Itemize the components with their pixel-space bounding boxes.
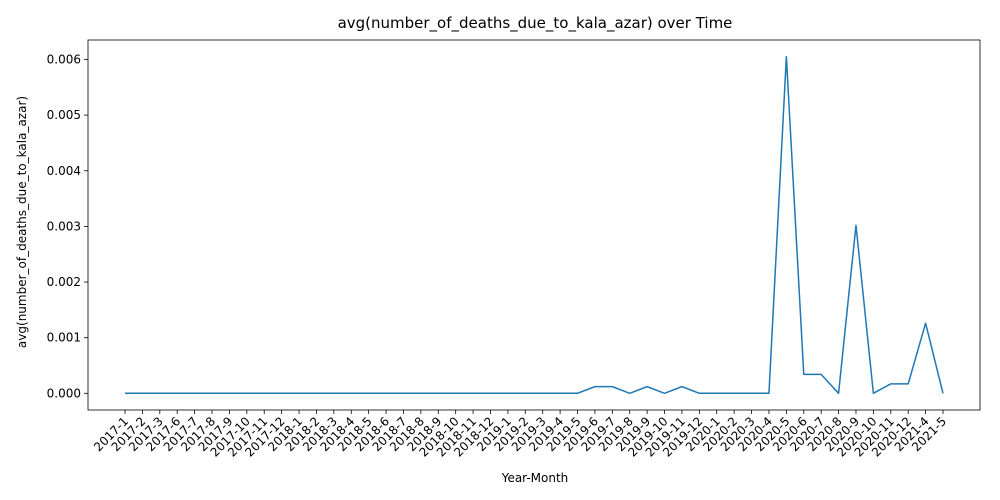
x-axis-ticks: 2017-12017-22017-32017-62017-72017-82017… [91,410,949,460]
y-tick-label: 0.006 [47,52,81,66]
y-tick-label: 0.003 [47,219,81,233]
chart-title: avg(number_of_deaths_due_to_kala_azar) o… [338,14,733,33]
y-axis-label: avg(number_of_deaths_due_to_kala_azar) [15,96,29,348]
y-tick-label: 0.000 [47,386,81,400]
x-axis-label: Year-Month [501,471,569,485]
y-tick-label: 0.004 [47,164,81,178]
y-axis-ticks: 0.000 0.001 0.002 0.003 0.004 0.005 0.006 [47,52,88,400]
y-tick-label: 0.002 [47,275,81,289]
y-tick-label: 0.005 [47,108,81,122]
series-layer [125,55,944,395]
series-line [125,55,944,395]
plot-frame [87,39,981,411]
y-tick-label: 0.001 [47,331,81,345]
